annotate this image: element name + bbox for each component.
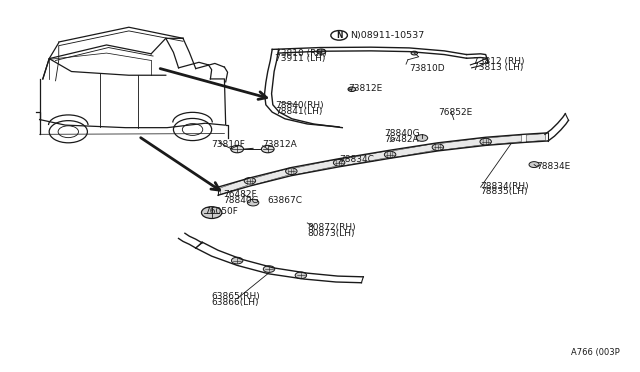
Circle shape bbox=[432, 144, 444, 151]
Polygon shape bbox=[252, 168, 289, 185]
Circle shape bbox=[411, 51, 417, 55]
Circle shape bbox=[348, 87, 356, 92]
Circle shape bbox=[480, 138, 492, 145]
Polygon shape bbox=[488, 135, 522, 145]
Text: 76050F: 76050F bbox=[204, 206, 238, 216]
Text: 73810D: 73810D bbox=[409, 64, 445, 73]
Text: 63867C: 63867C bbox=[268, 196, 303, 205]
Text: N: N bbox=[336, 31, 342, 40]
Circle shape bbox=[202, 207, 222, 218]
Text: 76482A: 76482A bbox=[385, 135, 419, 144]
Text: 78840G: 78840G bbox=[385, 129, 420, 138]
Text: 63866(LH): 63866(LH) bbox=[212, 298, 259, 307]
Text: 73812 (RH): 73812 (RH) bbox=[473, 57, 524, 66]
Text: 76852E: 76852E bbox=[438, 108, 473, 118]
Text: 76482F: 76482F bbox=[223, 190, 257, 199]
Polygon shape bbox=[440, 138, 483, 150]
Polygon shape bbox=[393, 144, 435, 158]
Polygon shape bbox=[221, 179, 247, 195]
Text: 78834E: 78834E bbox=[537, 162, 571, 171]
Text: 78840G: 78840G bbox=[223, 196, 259, 205]
Text: 78840(RH): 78840(RH) bbox=[275, 101, 324, 110]
Polygon shape bbox=[342, 151, 388, 166]
Text: 73810F: 73810F bbox=[212, 140, 246, 149]
Text: 78835(LH): 78835(LH) bbox=[481, 187, 528, 196]
Circle shape bbox=[261, 145, 274, 153]
Text: 78841(LH): 78841(LH) bbox=[275, 107, 323, 116]
Circle shape bbox=[333, 160, 345, 166]
Text: 80873(LH): 80873(LH) bbox=[307, 229, 355, 238]
Circle shape bbox=[285, 168, 297, 174]
Circle shape bbox=[416, 135, 428, 141]
Circle shape bbox=[247, 199, 259, 206]
Text: 63865(RH): 63865(RH) bbox=[212, 292, 260, 301]
Text: 73810 (RH): 73810 (RH) bbox=[275, 49, 327, 58]
Text: 73812A: 73812A bbox=[262, 140, 298, 149]
Circle shape bbox=[295, 272, 307, 279]
Circle shape bbox=[263, 266, 275, 272]
Circle shape bbox=[317, 49, 326, 54]
Polygon shape bbox=[527, 134, 545, 142]
Text: 73813 (LH): 73813 (LH) bbox=[473, 62, 524, 72]
Text: A766 (003P: A766 (003P bbox=[571, 347, 620, 357]
Circle shape bbox=[244, 177, 255, 184]
Text: 78834C: 78834C bbox=[339, 154, 374, 164]
Text: 73812E: 73812E bbox=[349, 84, 383, 93]
Circle shape bbox=[529, 161, 540, 167]
Circle shape bbox=[385, 151, 396, 158]
Text: N)08911-10537: N)08911-10537 bbox=[351, 31, 425, 40]
Polygon shape bbox=[294, 160, 337, 175]
Text: 73911 (LH): 73911 (LH) bbox=[275, 54, 326, 64]
Text: 78834(RH): 78834(RH) bbox=[481, 182, 529, 190]
Text: 80872(RH): 80872(RH) bbox=[307, 223, 356, 232]
Circle shape bbox=[231, 145, 244, 153]
Circle shape bbox=[232, 257, 243, 264]
